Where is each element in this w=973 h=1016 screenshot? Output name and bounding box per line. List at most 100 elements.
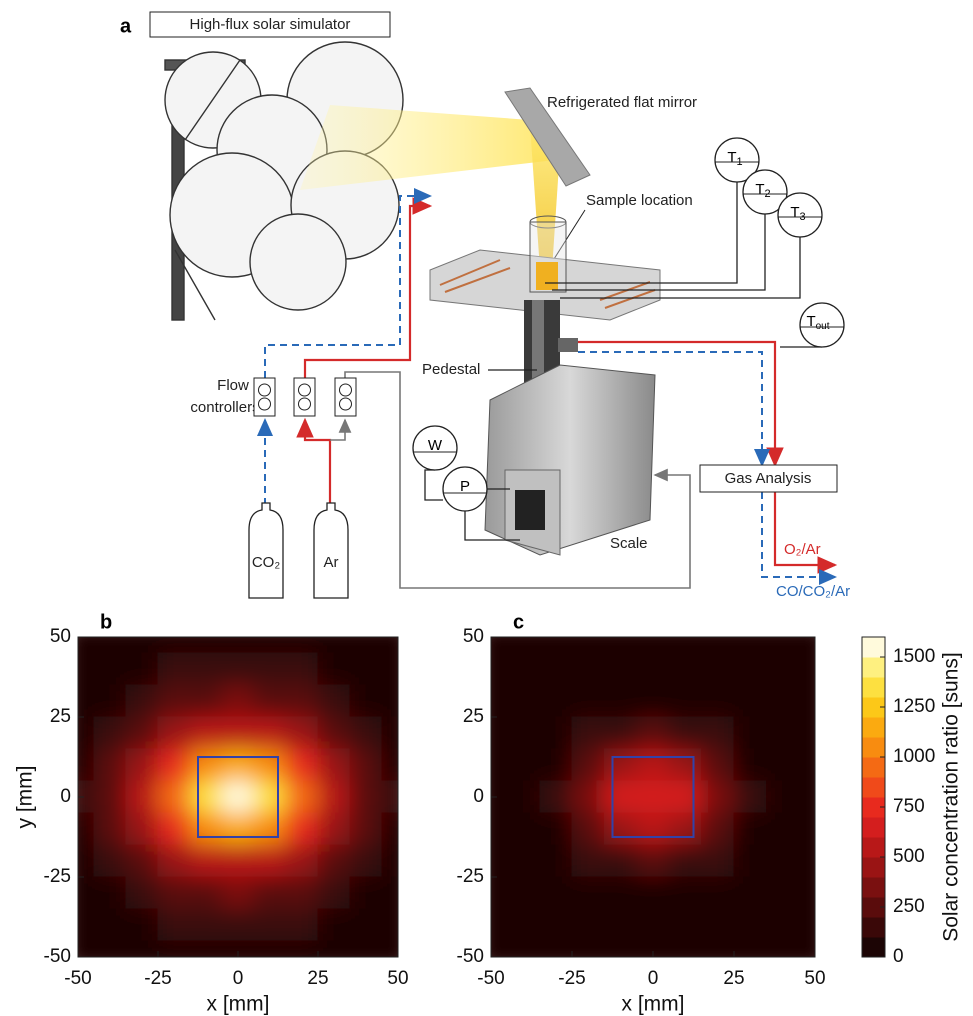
cell bbox=[539, 717, 572, 750]
cell bbox=[572, 909, 605, 942]
cell bbox=[636, 877, 669, 910]
cell bbox=[254, 813, 287, 846]
x-axis-label: x [mm] bbox=[207, 993, 270, 1016]
x-tick-label: -50 bbox=[477, 968, 504, 989]
cell bbox=[734, 717, 767, 750]
cell bbox=[222, 717, 255, 750]
colorbar-step bbox=[862, 677, 885, 698]
scale-label: Scale bbox=[610, 535, 648, 552]
cell bbox=[254, 877, 287, 910]
o2-label: O₂/Ar bbox=[784, 541, 821, 558]
colorbar-step bbox=[862, 837, 885, 858]
cell bbox=[94, 717, 127, 750]
cell bbox=[94, 845, 127, 878]
pedestal-label: Pedestal bbox=[422, 361, 480, 378]
cell bbox=[158, 813, 191, 846]
cell bbox=[350, 653, 383, 686]
cell bbox=[94, 653, 127, 686]
cell bbox=[318, 717, 351, 750]
cell bbox=[222, 749, 255, 782]
cell bbox=[766, 717, 799, 750]
cell bbox=[286, 717, 319, 750]
cell bbox=[701, 877, 734, 910]
cell bbox=[669, 749, 702, 782]
cell bbox=[158, 781, 191, 814]
cell bbox=[636, 781, 669, 814]
cell bbox=[604, 781, 637, 814]
cell bbox=[701, 909, 734, 942]
cell bbox=[318, 653, 351, 686]
cell bbox=[94, 749, 127, 782]
cell bbox=[604, 685, 637, 718]
cell bbox=[190, 877, 223, 910]
panel-letter: b bbox=[100, 611, 112, 633]
x-tick-label: 0 bbox=[648, 968, 659, 989]
cell bbox=[507, 653, 540, 686]
cell bbox=[766, 653, 799, 686]
cell bbox=[701, 781, 734, 814]
x-tick-label: -50 bbox=[64, 968, 91, 989]
cell bbox=[572, 749, 605, 782]
cell bbox=[158, 909, 191, 942]
cell bbox=[222, 781, 255, 814]
cell bbox=[539, 749, 572, 782]
cell bbox=[254, 845, 287, 878]
y-tick-label: 25 bbox=[50, 706, 71, 727]
simulator-title: High-flux solar simulator bbox=[190, 16, 351, 33]
cell bbox=[190, 749, 223, 782]
contour-panel: -50-2502550-50-2502550cx [mm] bbox=[457, 611, 832, 1015]
cell bbox=[636, 813, 669, 846]
cell bbox=[636, 653, 669, 686]
colorbar-step bbox=[862, 937, 885, 958]
cell bbox=[286, 749, 319, 782]
cell bbox=[126, 685, 159, 718]
panel-letter: c bbox=[513, 611, 524, 633]
cell bbox=[350, 877, 383, 910]
cell bbox=[701, 813, 734, 846]
cell bbox=[286, 685, 319, 718]
cell bbox=[669, 685, 702, 718]
cell bbox=[158, 653, 191, 686]
cell bbox=[539, 781, 572, 814]
y-tick-label: 50 bbox=[463, 626, 484, 647]
cell bbox=[539, 813, 572, 846]
cell bbox=[572, 845, 605, 878]
cell bbox=[190, 813, 223, 846]
cell bbox=[286, 653, 319, 686]
x-tick-label: 25 bbox=[723, 968, 744, 989]
mirror-label: Refrigerated flat mirror bbox=[547, 94, 697, 111]
colorbar-tick-label: 250 bbox=[893, 896, 925, 917]
gauge: P bbox=[443, 467, 487, 511]
y-tick-label: 0 bbox=[473, 786, 484, 807]
flow-controllers bbox=[254, 378, 356, 416]
cell bbox=[669, 845, 702, 878]
bottle-label: Ar bbox=[324, 554, 339, 571]
cell bbox=[286, 877, 319, 910]
cell bbox=[254, 653, 287, 686]
cell bbox=[158, 877, 191, 910]
heatmap bbox=[474, 621, 831, 974]
cell bbox=[350, 717, 383, 750]
y-tick-label: -50 bbox=[457, 946, 484, 967]
cell bbox=[572, 717, 605, 750]
colorbar-step bbox=[862, 717, 885, 738]
cell bbox=[94, 685, 127, 718]
cell bbox=[254, 781, 287, 814]
cell bbox=[318, 781, 351, 814]
cell bbox=[636, 685, 669, 718]
cell bbox=[318, 749, 351, 782]
cell bbox=[222, 813, 255, 846]
cell bbox=[572, 685, 605, 718]
cell bbox=[126, 845, 159, 878]
cell bbox=[286, 781, 319, 814]
cell bbox=[604, 877, 637, 910]
heatmap bbox=[62, 621, 415, 974]
cell bbox=[254, 717, 287, 750]
cell bbox=[254, 909, 287, 942]
cell bbox=[126, 749, 159, 782]
cell bbox=[126, 653, 159, 686]
cell bbox=[254, 749, 287, 782]
cell bbox=[507, 845, 540, 878]
